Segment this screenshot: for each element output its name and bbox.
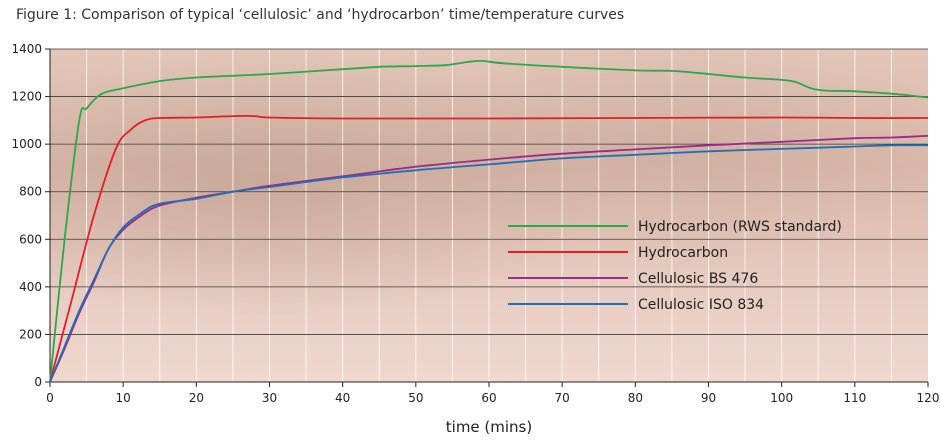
axes: 0 200 400 600 800 1000 1200 1400 0 10 20 30 40 50 60 70…	[11, 42, 939, 405]
x-tick-label: 0	[46, 391, 54, 405]
x-tick-label: 70	[555, 391, 570, 405]
figure-title: Figure 1: Comparison of typical ‘cellulo…	[16, 7, 625, 23]
legend-label-hydrocarbon: Hydrocarbon	[638, 245, 728, 261]
series-line-hydrocarbon	[49, 114, 929, 383]
series-line-hydrocarbon-rws-standard	[49, 59, 929, 383]
x-tick-label: 90	[701, 391, 716, 405]
y-tick-label: 0	[34, 375, 42, 389]
x-tick-label: 50	[408, 391, 423, 405]
series-lines	[49, 59, 929, 383]
y-tick-label: 1000	[11, 137, 42, 151]
series-line-cellulosic-iso-834	[49, 144, 929, 383]
y-tick-label: 200	[19, 327, 42, 341]
legend-label-hydrocarbon-rws-standard: Hydrocarbon (RWS standard)	[638, 219, 842, 235]
x-tick-label: 110	[843, 391, 866, 405]
y-tick-label: 600	[19, 232, 42, 246]
x-tick-label: 30	[262, 391, 277, 405]
x-tick-label: 100	[770, 391, 793, 405]
legend-label-cellulosic-bs-476: Cellulosic BS 476	[638, 271, 758, 287]
x-tick-label: 60	[481, 391, 496, 405]
x-tick-label: 80	[628, 391, 643, 405]
legend-label-cellulosic-iso-834: Cellulosic ISO 834	[638, 297, 764, 313]
x-tick-label: 120	[917, 391, 940, 405]
y-tick-label: 1400	[11, 42, 42, 56]
x-axis-title: time (mins)	[446, 418, 532, 436]
y-tick-label: 1200	[11, 90, 42, 104]
x-tick-label: 20	[189, 391, 204, 405]
legend: Hydrocarbon (RWS standard) Hydrocarbon Cel…	[508, 219, 842, 313]
x-tick-label: 40	[335, 391, 350, 405]
x-tick-label: 10	[116, 391, 131, 405]
y-tick-label: 400	[19, 280, 42, 294]
y-tick-label: 800	[19, 185, 42, 199]
grid	[50, 48, 928, 382]
